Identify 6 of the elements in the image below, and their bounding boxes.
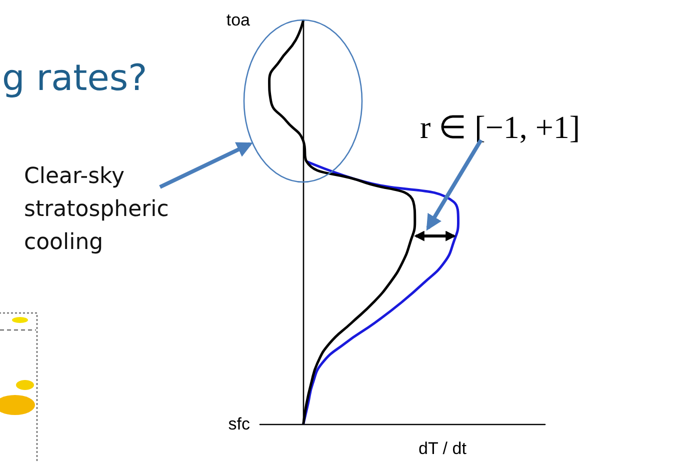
y-tick-label: toa <box>226 10 251 30</box>
x-axis-title: dT / dt <box>418 439 467 458</box>
annotation: r ∈ [−1, +1] <box>420 108 580 146</box>
text: Clear-sky stratospheric cooling <box>24 163 170 257</box>
y-tick-label: sfc <box>228 414 250 434</box>
text: g rates? <box>2 58 148 99</box>
